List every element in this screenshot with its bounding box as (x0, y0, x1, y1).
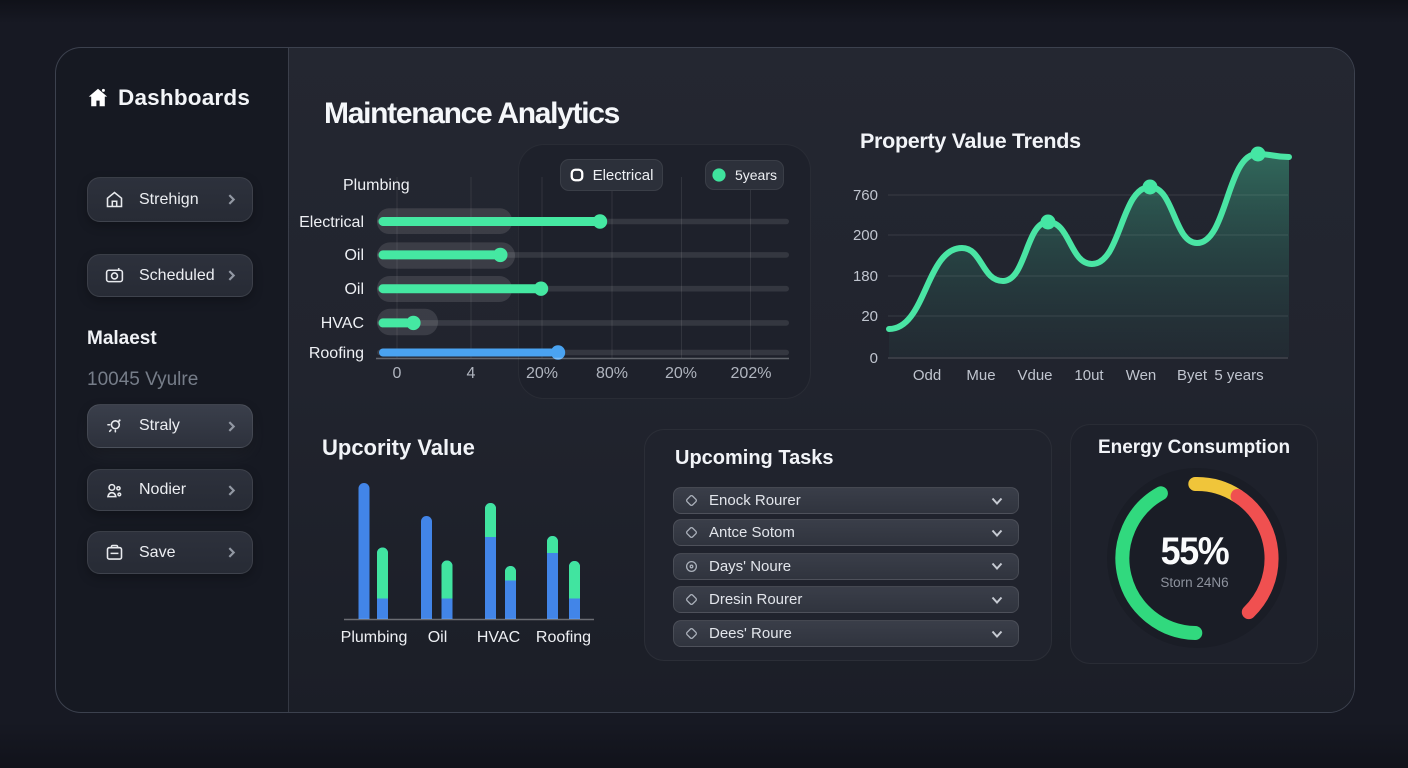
svg-text:20%: 20% (665, 365, 697, 382)
svg-text:Vdue: Vdue (1017, 367, 1052, 384)
svg-text:Roofing: Roofing (536, 629, 591, 646)
svg-text:Oil: Oil (344, 247, 364, 264)
svg-text:Byet: Byet (1177, 367, 1208, 384)
svg-text:5 years: 5 years (1214, 367, 1263, 384)
svg-text:Electrical: Electrical (299, 214, 364, 231)
svg-text:Odd: Odd (913, 367, 941, 384)
svg-text:Wen: Wen (1126, 367, 1157, 384)
svg-text:Plumbing: Plumbing (343, 177, 410, 194)
svg-text:HVAC: HVAC (321, 315, 364, 332)
svg-text:Mue: Mue (966, 367, 995, 384)
svg-text:760: 760 (853, 187, 878, 204)
svg-text:180: 180 (853, 268, 878, 285)
svg-text:202%: 202% (731, 365, 772, 382)
svg-text:Oil: Oil (344, 281, 364, 298)
svg-text:HVAC: HVAC (477, 629, 520, 646)
svg-text:0: 0 (870, 350, 878, 367)
svg-text:200: 200 (853, 227, 878, 244)
svg-text:10ut: 10ut (1074, 367, 1104, 384)
svg-text:Plumbing: Plumbing (341, 629, 408, 646)
svg-text:4: 4 (467, 365, 476, 382)
svg-text:80%: 80% (596, 365, 628, 382)
svg-text:20: 20 (861, 308, 878, 325)
svg-text:0: 0 (393, 365, 402, 382)
svg-text:Oil: Oil (428, 629, 448, 646)
svg-text:20%: 20% (526, 365, 558, 382)
svg-text:Roofing: Roofing (309, 345, 364, 362)
